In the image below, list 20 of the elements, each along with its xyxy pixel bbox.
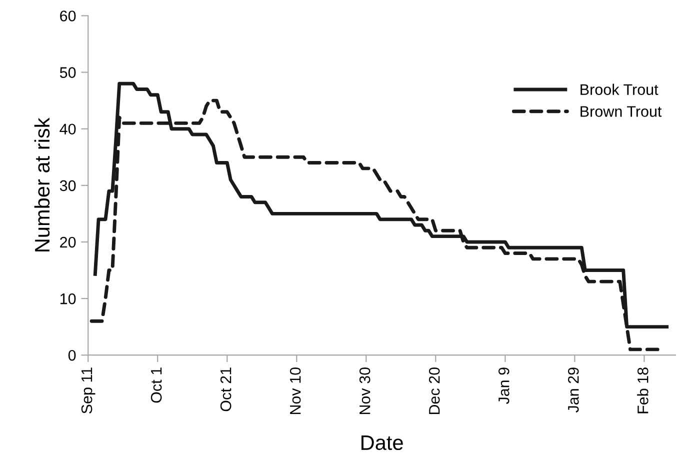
y-axis-title: Number at risk <box>34 118 50 252</box>
y-tick-label: 10 <box>60 293 76 304</box>
y-tick-label: 20 <box>60 236 76 248</box>
legend-label: Brook Trout <box>580 84 658 95</box>
y-tick-label: 50 <box>60 67 76 78</box>
x-tick-label: Sep 11 <box>81 368 96 414</box>
x-tick-label: Nov 30 <box>359 367 370 414</box>
legend-label: Brown Trout <box>580 106 662 117</box>
y-tick-label: 0 <box>68 350 76 361</box>
y-tick-label: 30 <box>60 180 76 192</box>
x-tick-label: Jan 29 <box>568 368 579 413</box>
x-tick-label: Oct 21 <box>220 368 232 412</box>
x-tick-label: Jan 9 <box>498 368 510 404</box>
y-tick-label: 60 <box>60 10 76 22</box>
x-axis-title: Date <box>362 436 403 450</box>
y-tick-label: 40 <box>60 124 76 135</box>
x-tick-label: Dec 20 <box>428 367 440 414</box>
x-tick-label: Nov 10 <box>290 367 301 414</box>
x-tick-label: Feb 18 <box>637 368 648 414</box>
x-tick-label: Oct 1 <box>150 368 162 403</box>
